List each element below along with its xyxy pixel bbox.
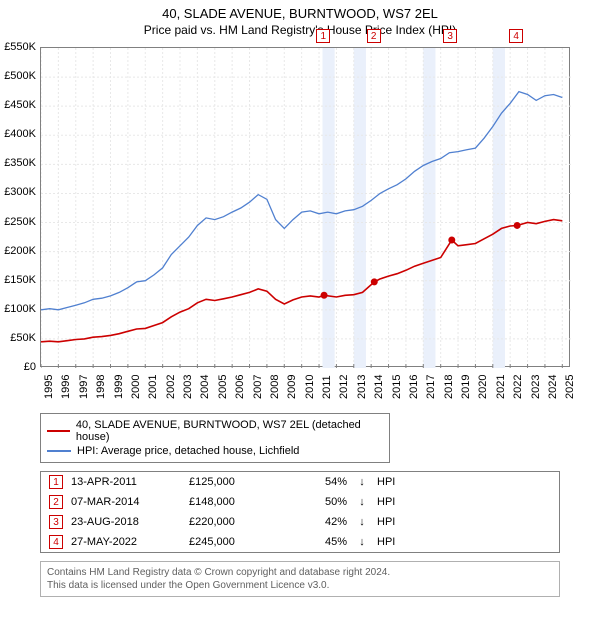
legend-swatch (47, 430, 70, 432)
row-date: 27-MAY-2022 (71, 536, 181, 548)
row-pct: 50% (287, 496, 347, 508)
sale-marker-2: 2 (367, 29, 381, 43)
row-date: 13-APR-2011 (71, 476, 181, 488)
row-price: £148,000 (189, 496, 279, 508)
x-tick-label: 2017 (425, 375, 437, 399)
x-tick-label: 2007 (252, 375, 264, 399)
y-tick-label: £100K (0, 303, 36, 315)
y-tick-label: £350K (0, 157, 36, 169)
row-price: £220,000 (189, 516, 279, 528)
y-tick-label: £300K (0, 186, 36, 198)
x-tick-label: 2011 (321, 375, 333, 399)
x-tick-label: 1999 (113, 375, 125, 399)
chart-title: 40, SLADE AVENUE, BURNTWOOD, WS7 2EL (0, 0, 600, 21)
footnote-line1: Contains HM Land Registry data © Crown c… (47, 566, 553, 579)
x-tick-label: 2002 (165, 375, 177, 399)
row-pct: 45% (287, 536, 347, 548)
y-tick-label: £500K (0, 70, 36, 82)
x-tick-label: 2024 (547, 375, 559, 399)
row-marker: 1 (49, 475, 63, 489)
row-date: 23-AUG-2018 (71, 516, 181, 528)
x-tick-label: 2019 (460, 375, 472, 399)
x-tick-label: 2010 (304, 375, 316, 399)
down-arrow-icon: ↓ (355, 536, 369, 548)
y-tick-label: £200K (0, 245, 36, 257)
table-row: 3 23-AUG-2018 £220,000 42% ↓ HPI (41, 512, 559, 532)
chart-area: £0£50K£100K£150K£200K£250K£300K£350K£400… (40, 47, 600, 407)
x-tick-label: 2009 (286, 375, 298, 399)
x-tick-label: 2008 (269, 375, 281, 399)
row-hpi-label: HPI (377, 516, 407, 528)
footnote-line2: This data is licensed under the Open Gov… (47, 579, 553, 592)
x-tick-label: 2016 (408, 375, 420, 399)
y-tick-label: £150K (0, 274, 36, 286)
row-marker: 2 (49, 495, 63, 509)
row-hpi-label: HPI (377, 476, 407, 488)
x-tick-label: 2005 (217, 375, 229, 399)
sale-marker-3: 3 (443, 29, 457, 43)
table-row: 1 13-APR-2011 £125,000 54% ↓ HPI (41, 472, 559, 492)
x-tick-label: 2015 (391, 375, 403, 399)
x-tick-label: 1997 (78, 375, 90, 399)
x-tick-label: 2014 (373, 375, 385, 399)
x-tick-label: 2003 (182, 375, 194, 399)
y-tick-label: £450K (0, 99, 36, 111)
row-marker: 3 (49, 515, 63, 529)
x-axis-labels: 1995 1996 1997 1998 1999 2000 2001 2002 2003 2004… (40, 369, 570, 409)
x-tick-label: 1996 (60, 375, 72, 399)
x-tick-label: 2001 (147, 375, 159, 399)
legend-label: HPI: Average price, detached house, Lich… (77, 445, 299, 457)
legend-item: 40, SLADE AVENUE, BURNTWOOD, WS7 2EL (de… (47, 418, 383, 444)
x-tick-label: 2018 (443, 375, 455, 399)
x-tick-label: 2020 (477, 375, 489, 399)
y-tick-label: £250K (0, 216, 36, 228)
down-arrow-icon: ↓ (355, 476, 369, 488)
legend-label: 40, SLADE AVENUE, BURNTWOOD, WS7 2EL (de… (76, 419, 383, 443)
x-tick-label: 2023 (530, 375, 542, 399)
plot-area (40, 47, 570, 367)
row-price: £125,000 (189, 476, 279, 488)
sale-marker-4: 4 (509, 29, 523, 43)
x-tick-label: 2006 (234, 375, 246, 399)
x-tick-label: 1998 (95, 375, 107, 399)
row-price: £245,000 (189, 536, 279, 548)
y-tick-label: £0 (0, 361, 36, 373)
y-tick-label: £550K (0, 41, 36, 53)
down-arrow-icon: ↓ (355, 496, 369, 508)
legend-item: HPI: Average price, detached house, Lich… (47, 444, 383, 458)
y-axis-labels: £0 £50K £100K £150K £200K £250K £300K £350K £400… (0, 41, 38, 373)
x-tick-label: 2021 (495, 375, 507, 399)
sales-table: 1 13-APR-2011 £125,000 54% ↓ HPI 2 07-MAR-2014 £… (40, 471, 560, 553)
x-tick-label: 2004 (199, 375, 211, 399)
x-tick-label: 2025 (564, 375, 576, 399)
plot-svg (41, 48, 571, 368)
row-marker: 4 (49, 535, 63, 549)
legend-swatch (47, 450, 71, 452)
row-date: 07-MAR-2014 (71, 496, 181, 508)
sale-marker-1: 1 (316, 29, 330, 43)
x-tick-label: 2022 (512, 375, 524, 399)
row-pct: 54% (287, 476, 347, 488)
legend-box: 40, SLADE AVENUE, BURNTWOOD, WS7 2EL (de… (40, 413, 390, 463)
x-tick-label: 2013 (356, 375, 368, 399)
x-tick-label: 1995 (43, 375, 55, 399)
y-tick-label: £50K (0, 332, 36, 344)
row-hpi-label: HPI (377, 536, 407, 548)
y-tick-label: £400K (0, 128, 36, 140)
row-hpi-label: HPI (377, 496, 407, 508)
x-tick-label: 2000 (130, 375, 142, 399)
table-row: 4 27-MAY-2022 £245,000 45% ↓ HPI (41, 532, 559, 552)
table-row: 2 07-MAR-2014 £148,000 50% ↓ HPI (41, 492, 559, 512)
x-tick-label: 2012 (338, 375, 350, 399)
down-arrow-icon: ↓ (355, 516, 369, 528)
row-pct: 42% (287, 516, 347, 528)
footnote: Contains HM Land Registry data © Crown c… (40, 561, 560, 597)
